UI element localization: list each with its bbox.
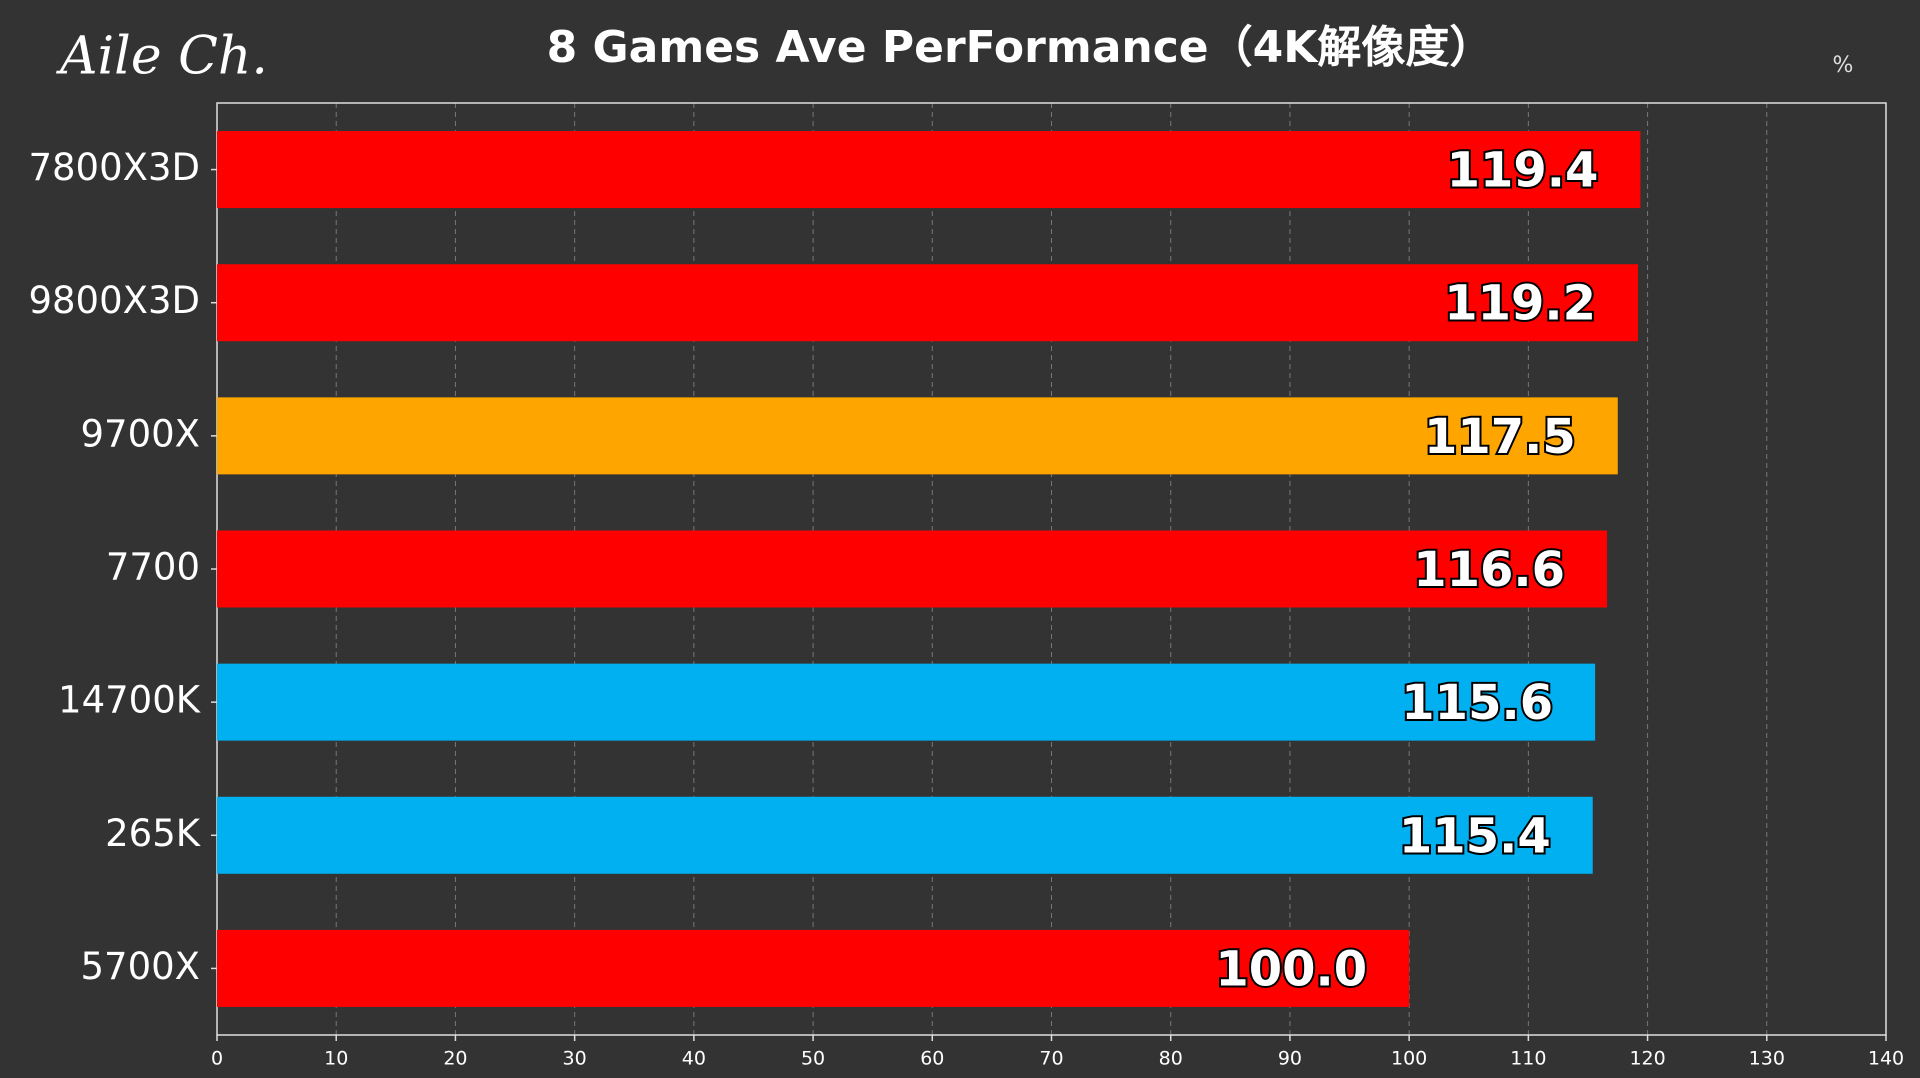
x-tick-label: 130 xyxy=(1749,1048,1785,1070)
y-tick-label: 9700X xyxy=(80,412,200,455)
value-label: 115.6 xyxy=(1401,675,1553,731)
x-tick-label: 120 xyxy=(1629,1048,1665,1070)
y-tick-label: 5700X xyxy=(80,945,200,988)
bar xyxy=(217,131,1641,209)
y-tick-label: 7800X3D xyxy=(28,146,200,189)
x-tick-label: 100 xyxy=(1391,1048,1427,1070)
bar xyxy=(217,929,1410,1007)
x-tick-label: 60 xyxy=(920,1048,944,1070)
bar xyxy=(217,264,1639,342)
x-tick-label: 0 xyxy=(211,1048,223,1070)
x-tick-label: 10 xyxy=(324,1048,348,1070)
x-tick-label: 140 xyxy=(1868,1048,1904,1070)
value-label: 100.0 xyxy=(1215,941,1367,997)
unit-label: % xyxy=(1833,53,1854,78)
bar xyxy=(217,663,1596,741)
x-tick-label: 40 xyxy=(682,1048,706,1070)
x-tick-label: 90 xyxy=(1278,1048,1302,1070)
value-label: 119.4 xyxy=(1447,143,1599,199)
x-tick-label: 50 xyxy=(801,1048,825,1070)
bar xyxy=(217,796,1593,874)
x-tick-label: 30 xyxy=(563,1048,587,1070)
x-tick-label: 110 xyxy=(1510,1048,1546,1070)
y-tick-label: 9800X3D xyxy=(28,279,200,322)
y-tick-label: 14700K xyxy=(58,679,202,722)
bar xyxy=(217,397,1618,475)
x-tick-label: 20 xyxy=(443,1048,467,1070)
y-tick-label: 7700 xyxy=(106,546,200,589)
x-tick-label: 70 xyxy=(1039,1048,1063,1070)
watermark: Aile Ch. xyxy=(56,27,268,87)
value-label: 115.4 xyxy=(1399,808,1551,864)
value-label: 119.2 xyxy=(1444,276,1596,332)
x-tick-label: 80 xyxy=(1159,1048,1183,1070)
y-tick-label: 265K xyxy=(105,812,202,855)
value-label: 116.6 xyxy=(1413,542,1565,598)
bar xyxy=(217,530,1608,608)
chart-title: 8 Games Ave PerFormance（4K解像度） xyxy=(547,22,1494,73)
value-label: 117.5 xyxy=(1424,409,1576,465)
